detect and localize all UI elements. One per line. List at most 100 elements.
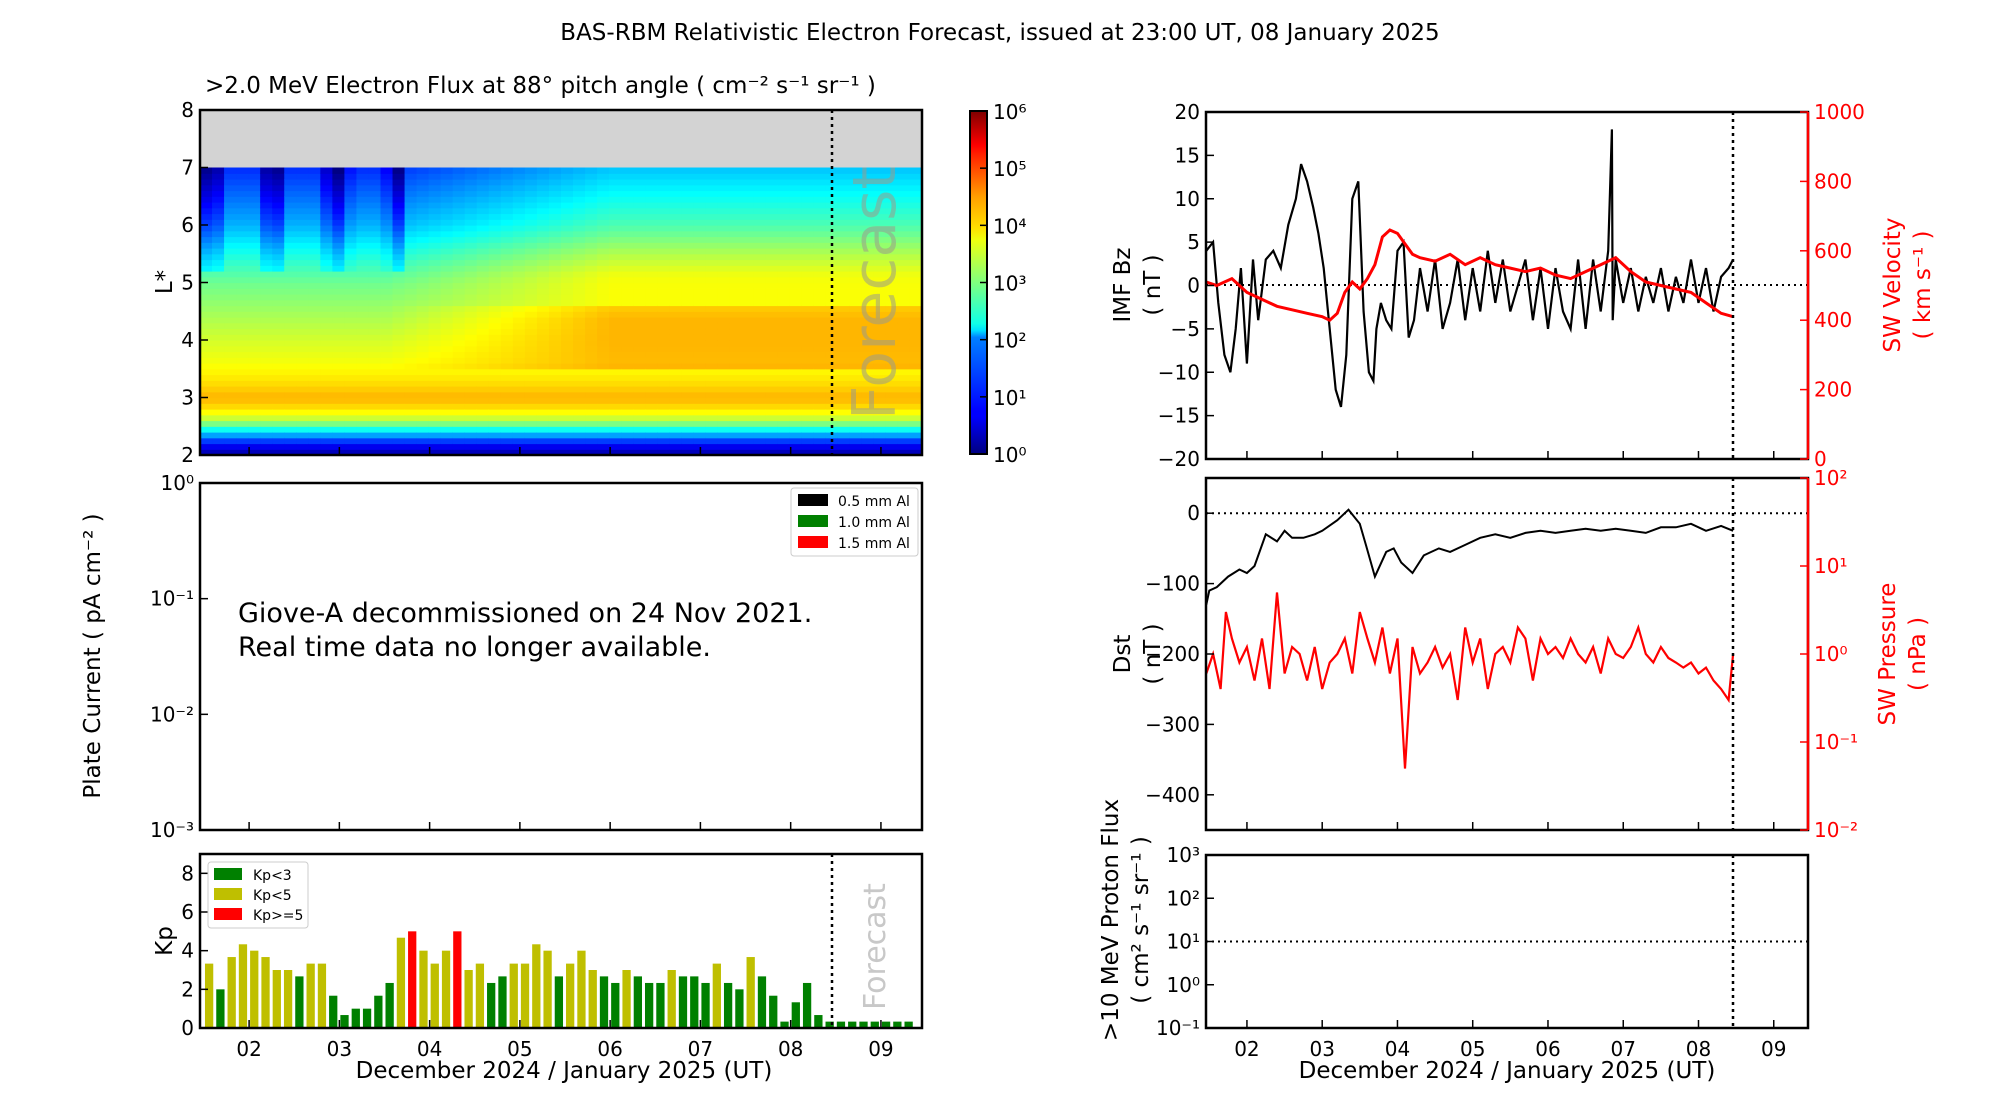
flux-cell bbox=[236, 294, 249, 301]
flux-cell bbox=[789, 386, 803, 393]
flux-cell bbox=[561, 294, 574, 301]
flux-cell bbox=[548, 443, 562, 450]
flux-cell bbox=[657, 190, 670, 197]
flux-cell bbox=[597, 202, 610, 209]
flux-cell bbox=[861, 420, 875, 427]
flux-cell bbox=[368, 196, 382, 203]
flux-cell bbox=[212, 196, 225, 203]
flux-cell bbox=[212, 207, 225, 215]
flux-cell bbox=[585, 196, 598, 203]
flux-cell bbox=[440, 351, 454, 358]
flux-cell bbox=[272, 173, 285, 180]
flux-cell bbox=[729, 397, 743, 404]
flux-cell bbox=[260, 409, 273, 416]
flux-cell bbox=[476, 219, 490, 226]
flux-cell bbox=[212, 167, 225, 174]
flux-cell bbox=[548, 345, 562, 353]
flux-cell bbox=[320, 386, 333, 393]
flux-cell bbox=[272, 242, 285, 249]
flux-cell bbox=[380, 374, 394, 381]
flux-cell bbox=[633, 432, 646, 439]
flux-cell bbox=[561, 311, 574, 318]
flux-cell bbox=[573, 196, 586, 203]
flux-cell bbox=[585, 288, 598, 295]
flux-cell bbox=[801, 322, 815, 330]
flux-cell bbox=[464, 328, 478, 335]
flux-cell bbox=[657, 409, 670, 416]
flux-cell bbox=[212, 317, 225, 324]
flux-cell bbox=[404, 276, 418, 284]
flux-cell bbox=[885, 265, 899, 272]
flux-cell bbox=[729, 368, 743, 376]
flux-cell bbox=[861, 173, 875, 180]
flux-cell bbox=[633, 420, 646, 427]
flux-cell bbox=[308, 449, 321, 455]
flux-cell bbox=[861, 242, 875, 249]
flux-cell bbox=[597, 179, 610, 186]
flux-cell bbox=[861, 190, 875, 197]
flux-cell bbox=[536, 340, 550, 347]
y-tick-label: 4 bbox=[181, 939, 194, 963]
flux-cell bbox=[561, 363, 574, 370]
flux-cell bbox=[332, 167, 345, 174]
flux-cell bbox=[861, 426, 875, 433]
flux-cell bbox=[284, 397, 297, 404]
flux-cell bbox=[296, 351, 309, 358]
flux-cell bbox=[236, 351, 249, 358]
flux-cell bbox=[248, 432, 261, 439]
flux-cell bbox=[284, 213, 297, 220]
flux-cell bbox=[813, 374, 827, 381]
flux-cell bbox=[200, 271, 213, 278]
flux-cell bbox=[849, 414, 863, 422]
flux-cell bbox=[585, 322, 598, 330]
flux-cell bbox=[536, 248, 550, 255]
flux-cell bbox=[789, 437, 803, 445]
flux-cell bbox=[741, 236, 755, 243]
flux-cell bbox=[380, 317, 394, 324]
flux-cell bbox=[200, 242, 213, 249]
flux-cell bbox=[476, 391, 490, 399]
flux-cell bbox=[813, 179, 827, 186]
flux-cell bbox=[777, 317, 791, 324]
flux-cell bbox=[777, 449, 791, 455]
flux-cell bbox=[428, 328, 442, 335]
flux-cell bbox=[236, 334, 249, 341]
flux-cell bbox=[452, 403, 466, 410]
flux-cell bbox=[573, 437, 586, 445]
flux-cell bbox=[849, 236, 863, 243]
flux-cell bbox=[428, 449, 442, 455]
flux-cell bbox=[356, 340, 370, 347]
flux-cell bbox=[200, 426, 213, 433]
flux-cell bbox=[260, 397, 273, 404]
flux-cell bbox=[765, 271, 779, 278]
flux-cell bbox=[308, 322, 321, 330]
flux-cell bbox=[272, 248, 285, 255]
flux-cell bbox=[609, 345, 622, 353]
flux-cell bbox=[837, 414, 851, 422]
flux-cell bbox=[464, 437, 478, 445]
flux-cell bbox=[729, 426, 743, 433]
flux-cell bbox=[681, 380, 694, 387]
flux-cell bbox=[849, 311, 863, 318]
flux-cell bbox=[861, 202, 875, 209]
flux-cell bbox=[885, 426, 899, 433]
flux-cell bbox=[548, 317, 562, 324]
flux-cell bbox=[801, 443, 815, 450]
flux-cell bbox=[621, 305, 634, 312]
flux-cell bbox=[296, 167, 309, 174]
kp-forecast-bar bbox=[848, 1021, 857, 1028]
flux-cell bbox=[561, 248, 574, 255]
flux-cell bbox=[609, 271, 622, 278]
flux-cell bbox=[789, 409, 803, 416]
flux-cell bbox=[440, 265, 454, 272]
flux-cell bbox=[500, 276, 514, 284]
flux-cell bbox=[512, 294, 526, 301]
proton-ylabel-2: ( cm² s⁻¹ sr⁻¹ ) bbox=[1128, 836, 1154, 1004]
flux-cell bbox=[801, 437, 815, 445]
flux-cell bbox=[308, 334, 321, 341]
flux-cell bbox=[633, 276, 646, 284]
flux-cell bbox=[260, 242, 273, 249]
flux-cell bbox=[260, 334, 273, 341]
kp-bar bbox=[802, 982, 812, 1028]
flux-cell bbox=[885, 179, 899, 186]
